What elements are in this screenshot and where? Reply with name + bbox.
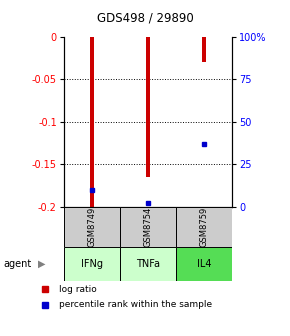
- Bar: [120, 247, 176, 281]
- Bar: [176, 207, 232, 247]
- Text: agent: agent: [3, 259, 31, 269]
- Text: IFNg: IFNg: [81, 259, 103, 269]
- Bar: [176, 247, 232, 281]
- Text: GSM8759: GSM8759: [200, 207, 209, 247]
- Text: log ratio: log ratio: [59, 285, 97, 294]
- Text: percentile rank within the sample: percentile rank within the sample: [59, 300, 213, 309]
- Bar: [202, 37, 206, 62]
- Bar: [90, 37, 94, 207]
- Bar: [120, 207, 176, 247]
- Text: IL4: IL4: [197, 259, 211, 269]
- Bar: [64, 247, 120, 281]
- Text: ▶: ▶: [38, 259, 46, 269]
- Bar: [64, 207, 120, 247]
- Bar: [146, 37, 150, 177]
- Text: GDS498 / 29890: GDS498 / 29890: [97, 12, 193, 25]
- Text: GSM8754: GSM8754: [143, 207, 153, 247]
- Text: TNFa: TNFa: [136, 259, 160, 269]
- Text: GSM8749: GSM8749: [87, 207, 96, 247]
